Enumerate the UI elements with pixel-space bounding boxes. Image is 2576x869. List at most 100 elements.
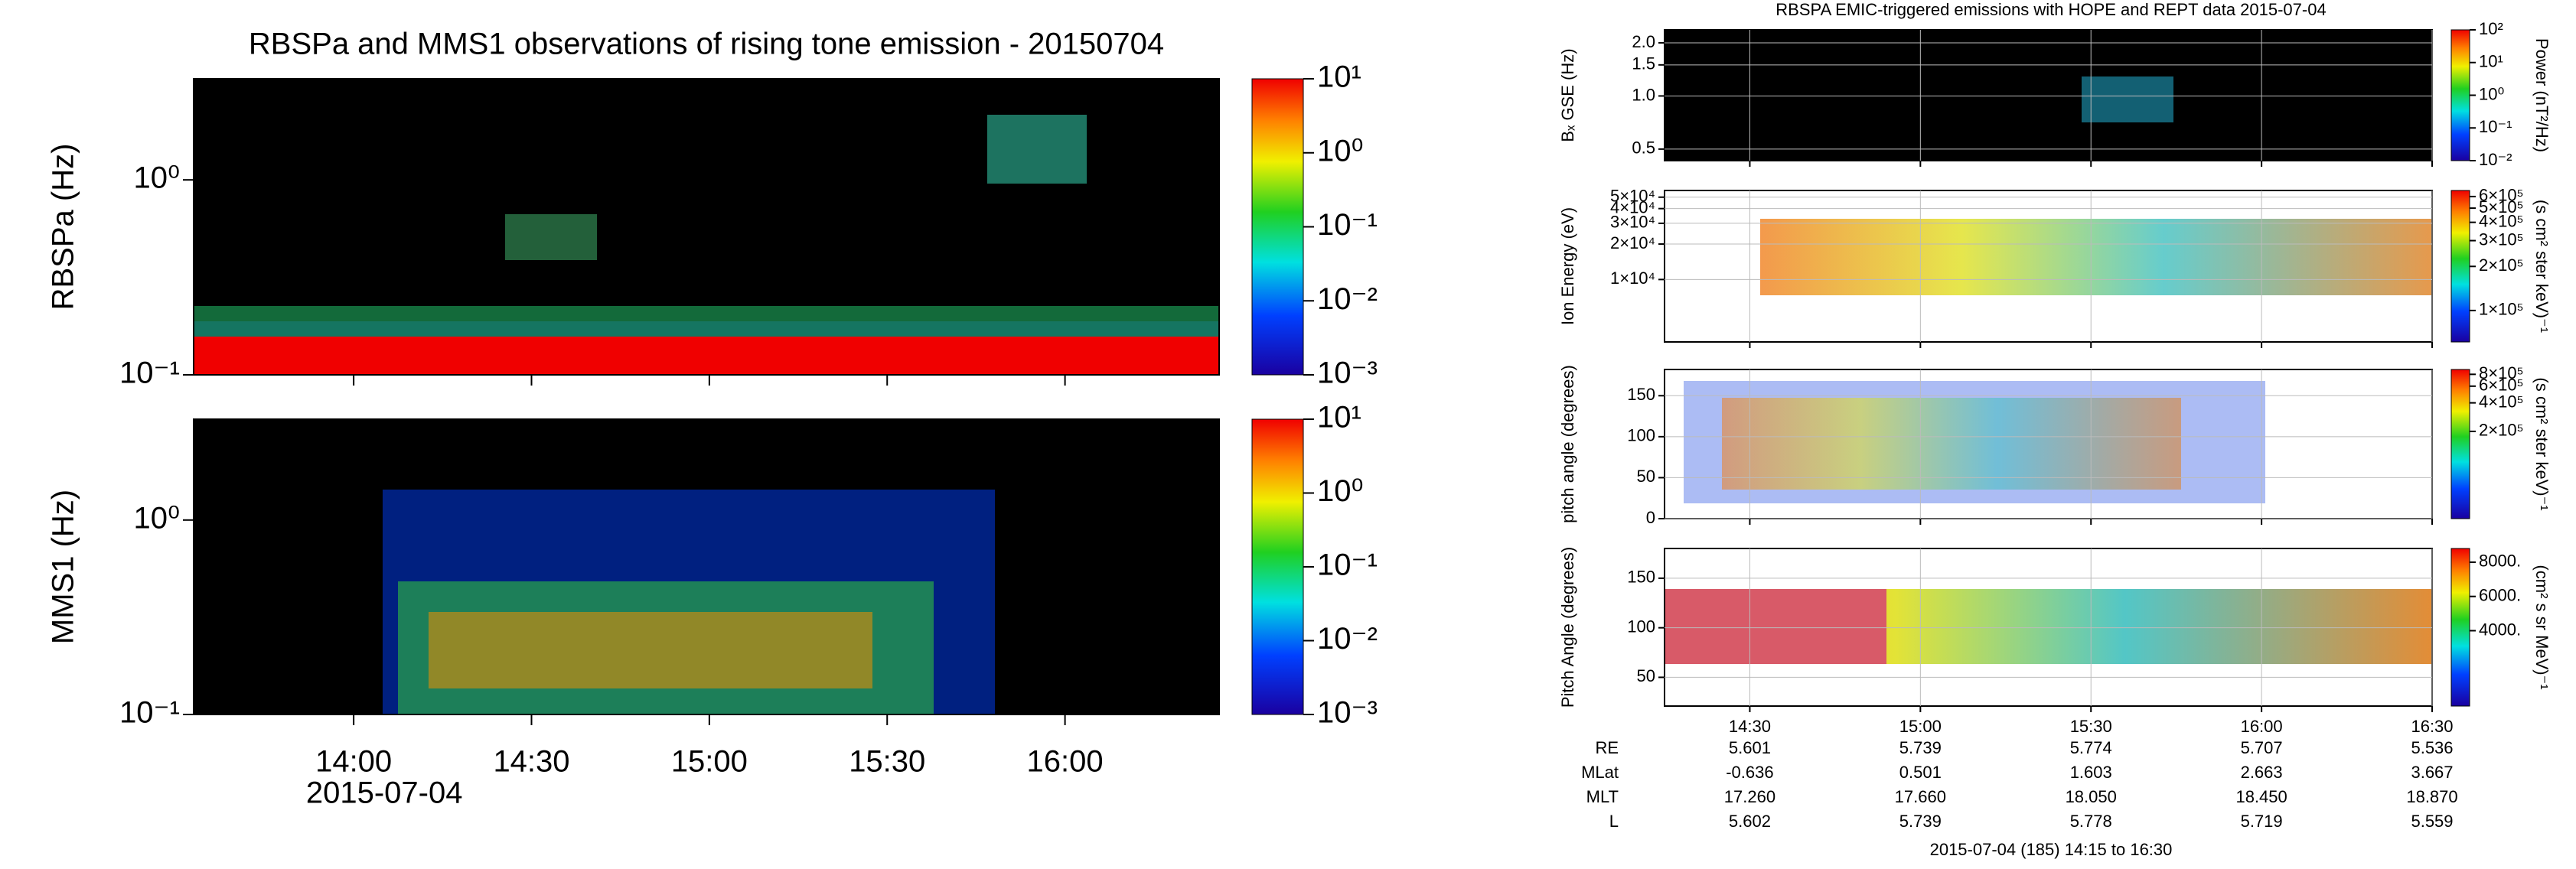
ephemeris-value: 18.050 <box>2066 787 2117 806</box>
y-axis-label: RBSPa (Hz) <box>47 144 80 311</box>
y-tick-label: 10⁰ <box>133 501 180 535</box>
y-tick-label: 10⁻¹ <box>119 696 180 730</box>
ephemeris-label: L <box>1609 812 1619 831</box>
colorbar-tick-label: 4×10⁵ <box>2479 211 2524 230</box>
colorbar-tick-label: 8000. <box>2479 552 2521 571</box>
colorbar-tick-label: 10⁻² <box>2479 150 2512 169</box>
chart-title: RBSPa and MMS1 observations of rising to… <box>249 28 1164 61</box>
y-tick-label: 150 <box>1627 385 1655 404</box>
colorbar <box>1251 78 1304 376</box>
colorbar-tick-label: 6000. <box>2479 586 2521 605</box>
colorbar-label: (s cm² ster keV)⁻¹ <box>2532 200 2552 333</box>
y-axis-label: pitch angle (degrees) <box>1558 365 1577 523</box>
panel-frame <box>193 78 1220 376</box>
colorbar <box>2450 369 2470 519</box>
ephemeris-value: 17.660 <box>1895 787 1946 806</box>
colorbar-tick-label: 10⁻² <box>1317 282 1378 316</box>
colorbar-tick-label: 10⁻² <box>1317 622 1378 656</box>
ephemeris-value: 5.739 <box>1899 738 1942 757</box>
y-tick-label: 0.5 <box>1632 138 1655 158</box>
colorbar <box>2450 190 2470 343</box>
colorbar-tick-label: 2×10⁵ <box>2479 421 2524 440</box>
ephemeris-label: MLT <box>1586 787 1619 806</box>
y-tick-label: 2.0 <box>1632 32 1655 51</box>
y-tick-label: 0 <box>1646 508 1655 527</box>
x-tick-label: 16:30 <box>2411 717 2453 736</box>
colorbar-tick-label: 10¹ <box>2479 52 2503 71</box>
panel-frame <box>193 418 1220 715</box>
ephemeris-value: 0.501 <box>1899 763 1942 782</box>
footer: 2015-07-04 (185) 14:15 to 16:30 <box>1930 840 2173 859</box>
y-tick-label: 50 <box>1637 467 1655 486</box>
colorbar-tick-label: 10⁰ <box>1317 474 1364 508</box>
x-tick-label: 14:30 <box>493 745 569 779</box>
colorbar-tick-label: 5×10⁵ <box>2479 197 2524 216</box>
colorbar-tick-label: 10⁻³ <box>1317 356 1378 390</box>
colorbar-label: (cm² s sr MeV)⁻¹ <box>2532 565 2552 689</box>
ephemeris-value: 5.536 <box>2411 738 2453 757</box>
y-tick-label: 4×10⁴ <box>1610 197 1655 216</box>
colorbar-label: Power (nT²/Hz) <box>2532 38 2552 152</box>
y-tick-label: 2×10⁴ <box>1610 233 1655 252</box>
colorbar-tick-label: 10⁻³ <box>1317 696 1378 730</box>
y-tick-label: 100 <box>1627 617 1655 636</box>
colorbar-tick-label: 3×10⁵ <box>2479 229 2524 249</box>
colorbar-tick-label: 10⁻¹ <box>1317 208 1378 242</box>
y-axis-label: Ion Energy (eV) <box>1558 207 1577 325</box>
spectrogram-image <box>194 30 2432 714</box>
colorbar <box>2450 29 2470 161</box>
colorbar <box>2450 548 2470 707</box>
ephemeris-value: 5.707 <box>2241 738 2283 757</box>
ephemeris-value: 18.450 <box>2235 787 2287 806</box>
ephemeris-value: 5.774 <box>2070 738 2112 757</box>
y-tick-label: 1×10⁴ <box>1610 269 1655 288</box>
colorbar-tick-label: 2×10⁵ <box>2479 255 2524 275</box>
y-tick-label: 5×10⁴ <box>1610 187 1655 206</box>
x-date-label: 2015-07-04 <box>306 776 463 810</box>
x-tick-label: 15:00 <box>1899 717 1942 736</box>
y-tick-label: 1.5 <box>1632 54 1655 73</box>
ephemeris-value: 5.778 <box>2070 812 2112 831</box>
chart-title: RBSPA EMIC-triggered emissions with HOPE… <box>1775 0 2326 19</box>
colorbar-tick-label: 10⁻¹ <box>1317 548 1378 582</box>
x-tick-label: 16:00 <box>2241 717 2283 736</box>
colorbar-tick-label: 10² <box>2479 19 2503 38</box>
ephemeris-value: 3.667 <box>2411 763 2453 782</box>
colorbar-tick-label: 8×10⁵ <box>2479 363 2524 382</box>
colorbar-tick-label: 10⁰ <box>2479 84 2504 103</box>
ephemeris-value: 5.559 <box>2411 812 2453 831</box>
x-tick-label: 15:00 <box>671 745 748 779</box>
y-axis-label: MMS1 (Hz) <box>47 490 80 644</box>
colorbar-label: (s cm² ster keV)⁻¹ <box>2532 377 2552 510</box>
ephemeris-value: 5.601 <box>1729 738 1771 757</box>
ephemeris-value: 17.260 <box>1724 787 1775 806</box>
y-tick-label: 10⁰ <box>133 161 180 195</box>
colorbar-tick-label: 10⁻¹ <box>2479 117 2512 136</box>
colorbar <box>1251 418 1304 715</box>
colorbar-tick-label: 10¹ <box>1317 60 1361 94</box>
colorbar-tick-label: 6×10⁵ <box>2479 186 2524 205</box>
y-tick-label: 100 <box>1627 426 1655 445</box>
colorbar-tick-label: 1×10⁵ <box>2479 300 2524 319</box>
colorbar-tick-label: 6×10⁵ <box>2479 376 2524 395</box>
colorbar-tick-label: 4×10⁵ <box>2479 392 2524 411</box>
x-tick-label: 15:30 <box>2070 717 2112 736</box>
colorbar-tick-label: 4000. <box>2479 620 2521 639</box>
ephemeris-value: 5.719 <box>2241 812 2283 831</box>
ephemeris-label: MLat <box>1581 763 1619 782</box>
colorbar-tick-label: 10⁰ <box>1317 134 1364 168</box>
y-tick-label: 1.0 <box>1632 85 1655 104</box>
y-tick-label: 10⁻¹ <box>119 356 180 390</box>
y-tick-label: 150 <box>1627 568 1655 587</box>
ephemeris-value: 5.739 <box>1899 812 1942 831</box>
x-tick-label: 16:00 <box>1027 745 1104 779</box>
y-axis-label: Bₓ GSE (Hz) <box>1558 48 1577 142</box>
y-axis-label: Pitch Angle (degrees) <box>1558 547 1577 708</box>
ephemeris-value: 1.603 <box>2070 763 2112 782</box>
ephemeris-label: RE <box>1595 738 1619 757</box>
y-tick-label: 50 <box>1637 666 1655 685</box>
ephemeris-value: 18.870 <box>2406 787 2457 806</box>
x-tick-label: 15:30 <box>849 745 925 779</box>
y-tick-label: 3×10⁴ <box>1610 213 1655 232</box>
